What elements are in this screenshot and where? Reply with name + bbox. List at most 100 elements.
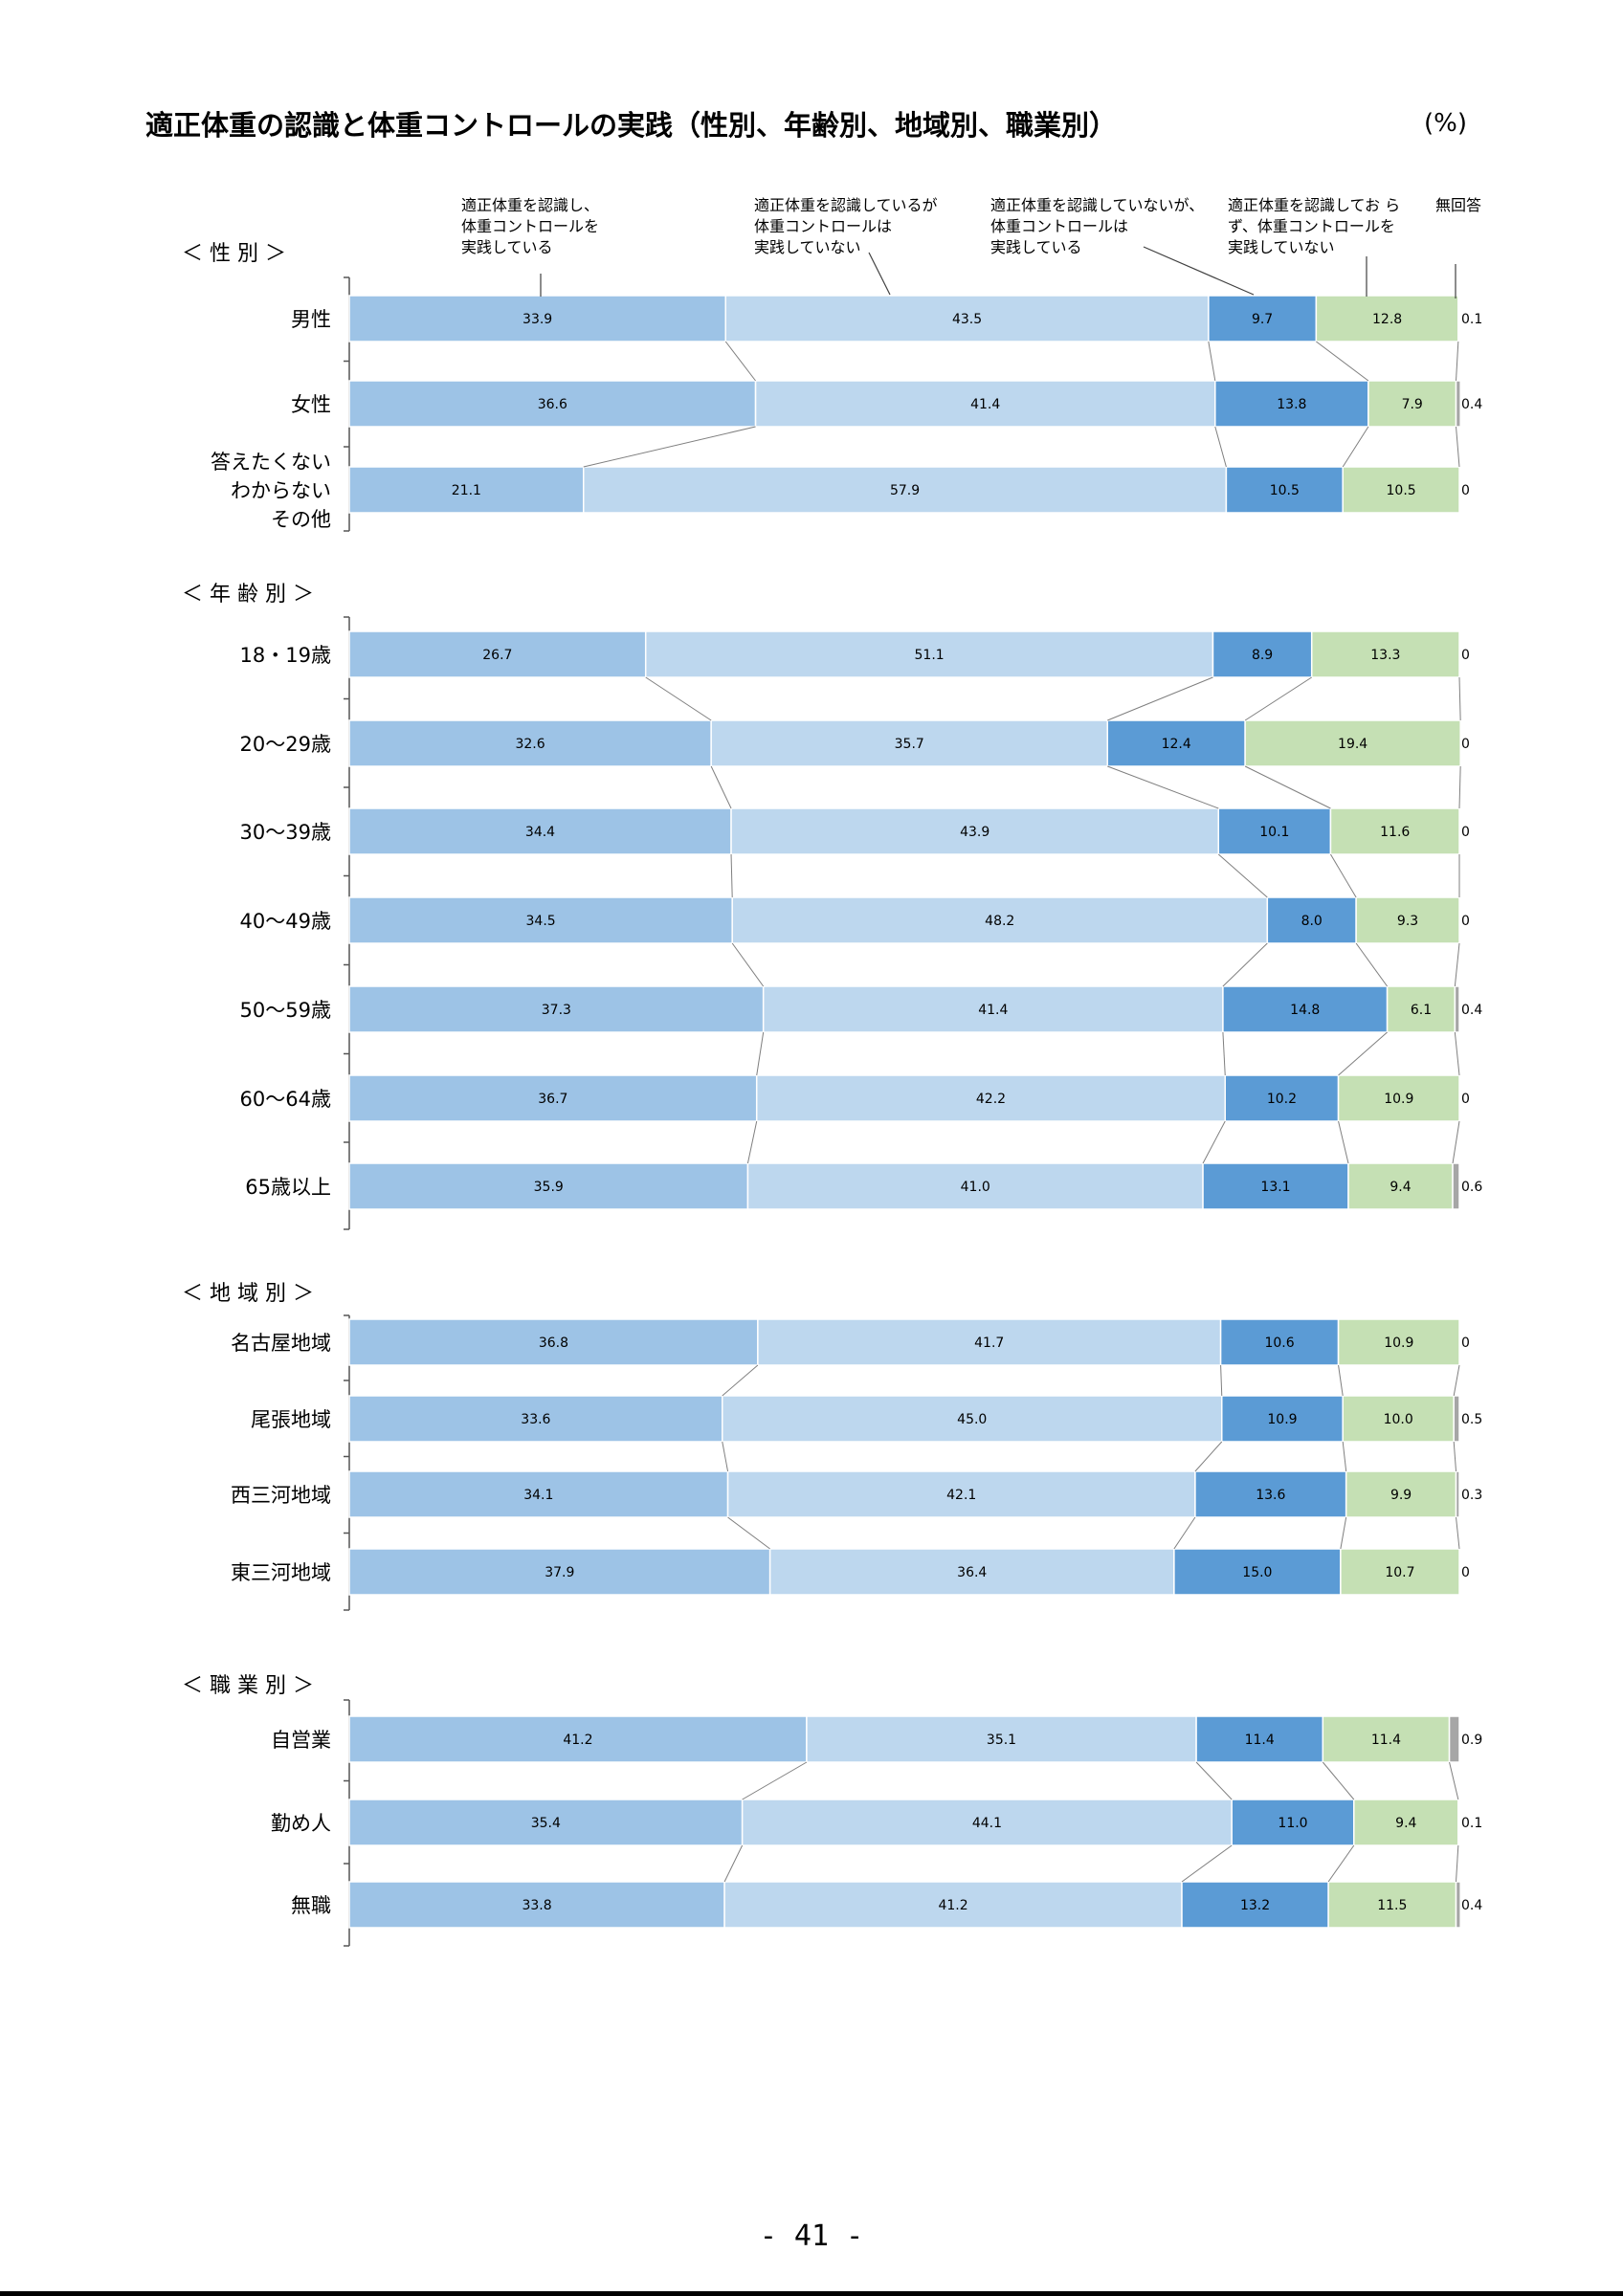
category-label: 30～39歳 [240,821,331,844]
data-label: 35.1 [987,1733,1016,1748]
bar-segment [348,896,733,944]
data-label: 9.4 [1395,1816,1416,1831]
group-label: ＜ 年 齢 別 ＞ [182,583,314,607]
data-label: 0.1 [1461,1816,1482,1831]
series-connector [1220,1364,1223,1397]
data-label: 42.2 [976,1092,1006,1107]
category-label: その他 [271,508,331,531]
category-label: 18・19歳 [240,644,331,667]
category-label: 女性 [291,393,331,416]
category-label: 尾張地域 [251,1408,331,1431]
data-label: 13.8 [1277,397,1306,412]
category-label: 答えたくない [211,451,331,474]
bar-segment [1214,380,1369,428]
data-label: 0 [1461,1336,1470,1351]
data-label: 0.4 [1461,1898,1482,1913]
bar-segment [348,1395,723,1443]
data-label: 13.3 [1370,648,1400,663]
legend-label: 体重コントロールを [461,217,599,235]
data-label: 37.3 [542,1003,571,1018]
series-connector [1458,765,1461,809]
series-connector [1338,1364,1344,1397]
category-label: 西三河地域 [231,1484,331,1507]
data-label: 33.9 [522,312,552,327]
series-connector [1456,426,1460,468]
bar-segment [348,1162,749,1210]
bar-segment [724,295,1210,342]
series-connector [1454,1031,1460,1076]
category-label: 勤め人 [271,1812,331,1835]
bar-segment [1453,1395,1460,1443]
data-label: 6.1 [1411,1003,1432,1018]
unit-label: (%) [1424,109,1467,138]
data-label: 10.9 [1267,1412,1297,1427]
data-label: 9.3 [1397,914,1418,929]
series-connector [1244,676,1312,721]
data-label: 32.6 [515,737,545,752]
bar-segment [746,1162,1204,1210]
bar-segment [1322,1715,1451,1763]
data-label: 35.9 [534,1180,564,1195]
bar-segment [348,1715,808,1763]
data-label: 21.1 [452,483,481,498]
category-label: 名古屋地域 [231,1332,331,1355]
category-label: 65歳以上 [245,1176,331,1199]
series-connector [1107,676,1213,721]
data-label: 11.4 [1371,1733,1401,1748]
data-label: 13.2 [1240,1898,1270,1913]
bar-segment [1455,380,1461,428]
bar-segment [583,466,1228,514]
bar-segment [1310,630,1460,678]
series-connector [1222,942,1268,987]
page-number: - 41 - [759,2219,864,2253]
bar-segment [1342,1395,1455,1443]
legend-label: 実践している [461,238,553,256]
series-connector [1202,1120,1226,1164]
data-label: 45.0 [957,1412,987,1427]
data-label: 36.6 [538,397,567,412]
bar-segment [1355,896,1460,944]
data-label: 13.1 [1260,1180,1290,1195]
data-label: 15.0 [1242,1565,1272,1580]
bar-segment [1329,807,1460,855]
series-connector [1173,1516,1196,1550]
data-label: 41.2 [938,1898,967,1913]
data-label: 10.9 [1384,1092,1413,1107]
series-connector [1342,1441,1347,1472]
bar-segment [1217,807,1332,855]
data-label: 13.6 [1256,1488,1285,1503]
series-connector [1208,341,1216,382]
data-label: 11.5 [1377,1898,1407,1913]
legend-label: 適正体重を認識してお ら [1228,196,1400,214]
series-connector [1217,853,1268,898]
bottom-rule [0,2291,1623,2296]
series-connector [1338,1120,1349,1164]
bar-segment [1327,1881,1457,1929]
data-label: 42.1 [946,1488,976,1503]
bar-segment [730,807,1220,855]
data-label: 12.8 [1372,312,1402,327]
data-label: 51.1 [915,648,945,663]
bar-segment [1244,719,1461,767]
bar-segment [806,1715,1197,1763]
group-label: ＜ 性 別 ＞ [182,242,286,266]
series-connector [1194,1441,1223,1472]
bar-segment [722,1395,1223,1443]
data-label: 14.8 [1290,1003,1320,1018]
category-label: 無職 [291,1894,331,1917]
series-connector [1316,341,1369,382]
data-label: 8.9 [1252,648,1273,663]
bar-segment [1202,1162,1349,1210]
bar-segment [348,466,585,514]
bar-segment [1345,1470,1457,1518]
bar-segment [1386,985,1456,1033]
series-connector [1452,1120,1460,1164]
bar-segment [1455,1470,1460,1518]
data-label: 11.0 [1278,1816,1307,1831]
bar-segment [723,1881,1183,1929]
series-connector [1327,1844,1355,1883]
data-label: 36.4 [957,1565,987,1580]
legend-label: 適正体重を認識し、 [461,196,599,214]
series-connector [1456,1516,1460,1550]
series-connector [1453,1364,1460,1397]
